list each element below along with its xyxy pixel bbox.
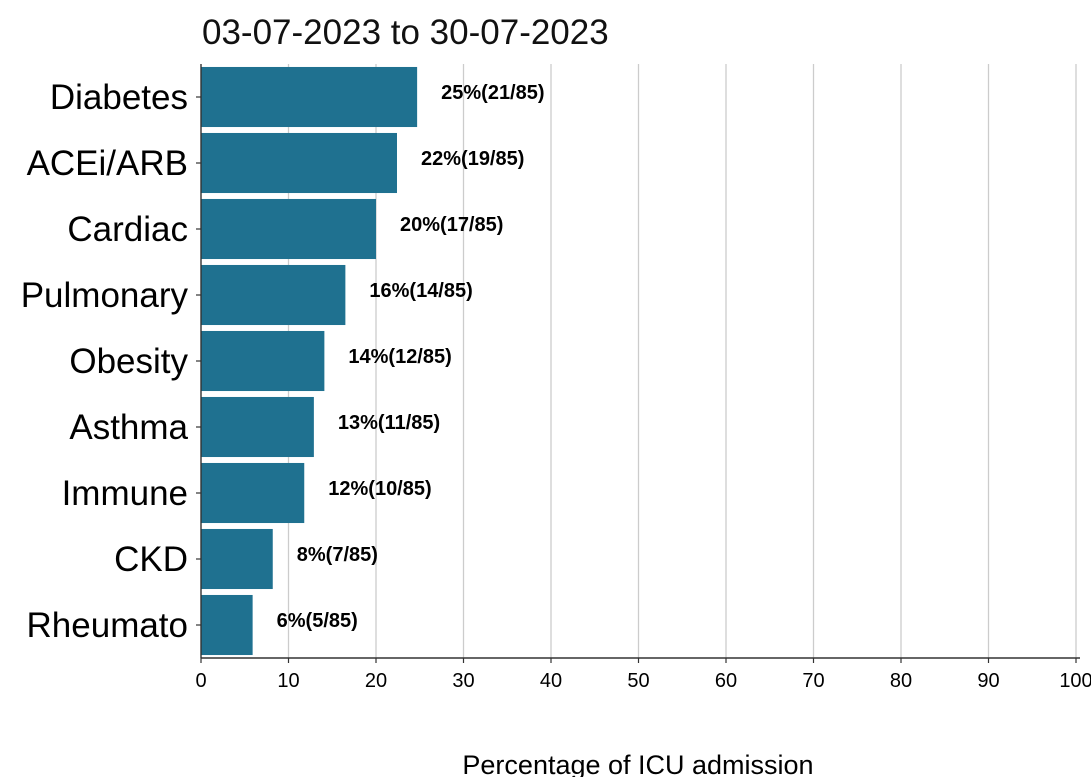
x-tick-label: 80 — [890, 670, 912, 692]
data-label: 14%(12/85) — [348, 346, 451, 368]
category-label: Diabetes — [50, 78, 188, 117]
bar — [201, 462, 305, 524]
data-label: 8%(7/85) — [297, 544, 378, 566]
x-ticks: 0 10 20 30 40 50 60 70 80 90 100 — [195, 658, 1091, 692]
x-axis-title: Percentage of ICU admission — [462, 750, 813, 777]
category-label: Immune — [62, 474, 188, 513]
x-tick-label: 50 — [627, 670, 649, 692]
chart-title: 03-07-2023 to 30-07-2023 — [202, 13, 609, 52]
bar — [201, 198, 376, 260]
category-label: Obesity — [69, 342, 188, 381]
x-tick-label: 60 — [715, 670, 737, 692]
data-label: 13%(11/85) — [338, 412, 440, 434]
x-tick-label: 90 — [977, 670, 999, 692]
data-label: 12%(10/85) — [328, 478, 431, 500]
bar — [201, 330, 325, 392]
bar — [201, 132, 397, 194]
data-label: 6%(5/85) — [277, 610, 358, 632]
x-tick-label: 20 — [365, 670, 387, 692]
category-label: Asthma — [69, 408, 188, 447]
x-tick-label: 30 — [452, 670, 474, 692]
data-label: 25%(21/85) — [441, 82, 544, 104]
bar — [201, 528, 273, 590]
data-label: 20%(17/85) — [400, 214, 503, 236]
bar — [201, 264, 346, 326]
bar — [201, 66, 418, 128]
category-labels: Diabetes ACEi/ARB Cardiac Pulmonary Obesity A… — [21, 78, 189, 645]
category-label: Pulmonary — [21, 276, 189, 315]
category-label: CKD — [114, 540, 188, 579]
x-tick-label: 70 — [802, 670, 824, 692]
category-label: Rheumato — [27, 606, 188, 645]
bars — [201, 66, 418, 656]
data-label: 22%(19/85) — [421, 148, 524, 170]
x-tick-label: 10 — [277, 670, 299, 692]
data-labels: 25%(21/85) 22%(19/85) 20%(17/85) 16%(14/85)… — [277, 82, 545, 632]
category-label: Cardiac — [67, 210, 188, 249]
x-tick-label: 40 — [540, 670, 562, 692]
bar — [201, 396, 314, 458]
axes — [196, 64, 1080, 659]
x-tick-label: 0 — [195, 670, 206, 692]
bar — [201, 594, 253, 656]
category-label: ACEi/ARB — [27, 144, 188, 183]
x-tick-label: 100 — [1059, 670, 1091, 692]
data-label: 16%(14/85) — [369, 280, 472, 302]
